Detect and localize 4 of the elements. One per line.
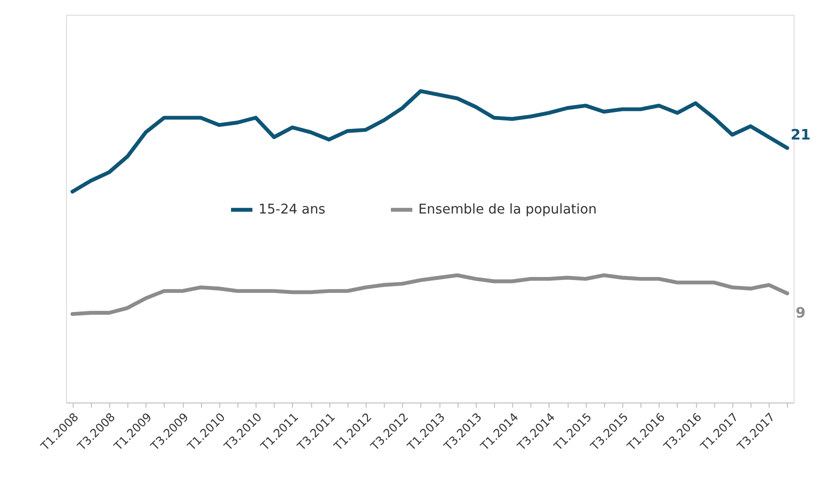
legend-label: Ensemble de la population [418, 202, 597, 218]
data-label: 9 [796, 305, 806, 322]
legend-label: 15-24 ans [258, 202, 326, 218]
data-label: 21 [790, 127, 811, 144]
